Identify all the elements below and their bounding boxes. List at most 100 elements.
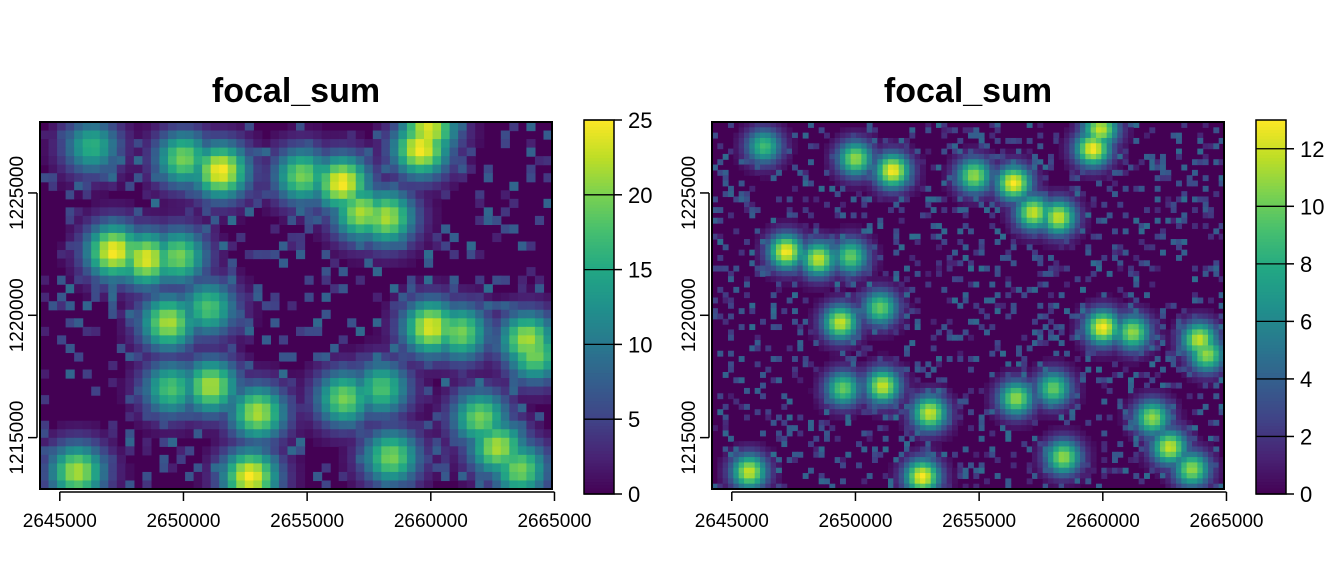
raster-cell — [1197, 340, 1204, 346]
raster-cell — [193, 309, 203, 319]
raster-cell — [994, 191, 1001, 198]
raster-cell — [813, 403, 820, 410]
raster-cell — [483, 284, 493, 294]
raster-cell — [1021, 233, 1028, 240]
raster-cell — [824, 318, 830, 325]
raster-cell — [898, 180, 905, 187]
raster-cell — [253, 318, 263, 328]
raster-cell — [834, 286, 841, 293]
raster-cell — [398, 215, 408, 226]
raster-cell — [534, 463, 545, 473]
raster-cell — [270, 429, 280, 439]
raster-cell — [526, 429, 536, 439]
raster-cell — [712, 297, 718, 304]
raster-cell — [99, 164, 109, 174]
raster-cell — [845, 223, 852, 229]
raster-cell — [861, 164, 868, 171]
raster-cell — [133, 309, 143, 319]
raster-cell — [82, 139, 92, 149]
raster-cell — [1192, 196, 1198, 203]
raster-cell — [909, 398, 916, 405]
raster-cell — [1112, 334, 1118, 341]
raster-cell — [500, 446, 510, 456]
raster-cell — [1085, 153, 1092, 160]
raster-cell — [91, 275, 101, 285]
colorbar-segment — [584, 172, 614, 177]
raster-cell — [936, 265, 942, 272]
raster-cell — [236, 181, 246, 191]
raster-cell — [40, 446, 50, 456]
raster-cell — [210, 284, 220, 294]
raster-cell — [738, 377, 745, 384]
raster-cell — [219, 164, 229, 174]
raster-cell — [818, 393, 825, 400]
raster-cell — [952, 196, 958, 203]
raster-cell — [738, 356, 745, 362]
raster-cell — [962, 143, 969, 150]
raster-cell — [1064, 393, 1070, 400]
raster-cell — [526, 301, 536, 311]
raster-cell — [168, 275, 178, 285]
raster-cell — [347, 164, 357, 174]
raster-cell — [1133, 350, 1140, 357]
raster-cell — [765, 233, 772, 240]
raster-cell — [872, 254, 878, 261]
raster-cell — [962, 393, 969, 400]
raster-cell — [936, 233, 942, 240]
raster-cell — [1144, 340, 1150, 346]
raster-cell — [1069, 409, 1076, 416]
colorbar-segment — [584, 369, 614, 374]
raster-cell — [1186, 334, 1193, 341]
raster-cell — [321, 395, 331, 405]
raster-cell — [1186, 180, 1193, 187]
raster-cell — [1021, 175, 1028, 182]
raster-cell — [244, 250, 254, 260]
raster-cell — [989, 185, 996, 192]
raster-cell — [1032, 409, 1038, 416]
raster-cell — [909, 143, 916, 150]
raster-cell — [65, 343, 75, 354]
raster-cell — [1069, 313, 1076, 320]
raster-cell — [287, 386, 297, 396]
raster-cell — [850, 260, 857, 267]
raster-cell — [882, 329, 889, 336]
raster-cell — [786, 345, 793, 352]
raster-cell — [776, 233, 782, 240]
raster-cell — [381, 335, 391, 345]
raster-cell — [904, 361, 910, 368]
raster-cell — [845, 356, 852, 362]
raster-cell — [818, 281, 825, 288]
colorbar-segment — [584, 431, 614, 436]
raster-cell — [1032, 233, 1038, 240]
raster-cell — [253, 309, 263, 319]
raster-cell — [797, 254, 804, 261]
raster-cell — [168, 156, 178, 166]
raster-cell — [754, 254, 761, 261]
raster-cell — [1005, 292, 1012, 299]
raster-cell — [1138, 302, 1145, 309]
raster-cell — [770, 217, 777, 224]
raster-cell — [792, 233, 798, 240]
raster-cell — [957, 137, 964, 144]
raster-cell — [1144, 403, 1150, 410]
raster-cell — [338, 173, 348, 183]
raster-cell — [818, 324, 825, 331]
colorbar-segment — [584, 269, 614, 274]
raster-cell — [74, 147, 84, 157]
raster-cell — [845, 260, 852, 267]
raster-cell — [406, 429, 417, 439]
raster-cell — [415, 198, 425, 208]
raster-cell — [765, 249, 772, 256]
raster-cell — [1176, 366, 1182, 373]
raster-cell — [1128, 308, 1134, 315]
raster-cell — [989, 414, 996, 421]
colorbar-segment — [584, 129, 614, 134]
raster-cell — [920, 387, 926, 394]
colorbar-segment — [584, 447, 614, 451]
raster-cell — [1133, 297, 1140, 304]
raster-cell — [989, 377, 996, 384]
raster-cell — [1032, 414, 1038, 421]
raster-cell — [813, 276, 820, 283]
colorbar-segment — [584, 344, 614, 349]
raster-cell — [744, 153, 750, 160]
